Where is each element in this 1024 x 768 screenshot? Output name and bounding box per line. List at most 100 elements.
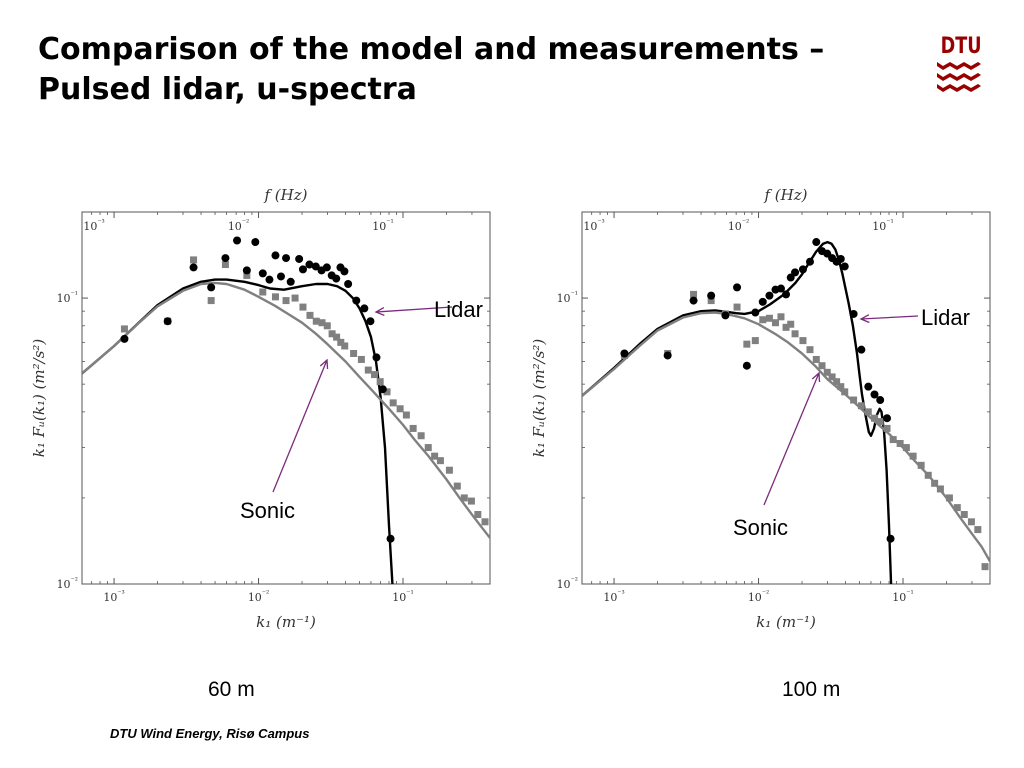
- chart-100m-top-tick-label: 10⁻³: [583, 218, 604, 233]
- chart-60m-lidar-point: [340, 267, 349, 276]
- chart-100m-lidar-point: [782, 290, 791, 299]
- chart-100m-sonic-point: [707, 297, 715, 305]
- chart-60m-sonic-point: [350, 349, 358, 357]
- chart-100m-sonic-point: [974, 526, 982, 534]
- chart-100m-lidar-point: [812, 238, 821, 247]
- chart-100m-plot-area: [582, 238, 990, 584]
- chart-100m-lidar-point: [742, 361, 751, 370]
- chart-60m-lidar-point: [366, 317, 375, 326]
- chart-60m-lidar-point: [189, 263, 198, 272]
- chart-60m-lidar-point: [295, 254, 304, 263]
- chart-60m-sonic-point: [207, 297, 215, 305]
- chart-100m-svg: 10⁻³ 10⁻² 10⁻¹ 10⁻³ 10⁻² 10⁻¹ 10⁻² 10⁻¹ k₁ (m⁻¹)…: [530, 186, 991, 631]
- chart-60m-sonic-point: [436, 457, 444, 465]
- chart-100m-sonic-point: [841, 388, 849, 396]
- chart-100m-sonic-point: [981, 563, 989, 571]
- chart-60m-sonic-point: [431, 452, 439, 460]
- chart-60m-x-tick-label: 10⁻²: [248, 589, 269, 604]
- chart-100m-lidar-point: [765, 291, 774, 300]
- chart-60m-sonic-point: [271, 293, 279, 301]
- chart-60m-sonic-point: [389, 399, 397, 407]
- chart-100m: 10⁻³ 10⁻² 10⁻¹ 10⁻³ 10⁻² 10⁻¹ 10⁻² 10⁻¹ k₁ (m⁻¹)…: [528, 176, 998, 646]
- chart-60m-sonic-point: [259, 288, 267, 296]
- chart-100m-lidar-annotation: Lidar: [921, 305, 970, 330]
- chart-100m-sonic-point: [953, 504, 961, 512]
- chart-100m-sonic-point: [936, 485, 944, 493]
- chart-100m-sonic-point: [787, 320, 795, 328]
- chart-60m-sonic-point: [445, 466, 453, 474]
- slide-title: Comparison of the model and measurements…: [38, 30, 938, 110]
- chart-100m-plot-frame: [581, 211, 991, 585]
- chart-60m-sonic-point: [417, 432, 425, 440]
- chart-60m-sonic-point: [312, 317, 320, 325]
- chart-60m-x-axis-label: k₁ (m⁻¹): [256, 613, 316, 631]
- chart-100m-lidar-point: [864, 382, 873, 391]
- chart-60m-top-tick-label: 10⁻³: [83, 218, 104, 233]
- chart-100m-sonic-point: [883, 424, 891, 432]
- chart-60m-lidar-point: [207, 283, 216, 292]
- chart-100m-lidar-point: [870, 390, 879, 399]
- chart-100m-lidar-point: [849, 309, 858, 318]
- chart-60m-lidar-point: [120, 334, 129, 343]
- chart-100m-lidar-point: [707, 291, 716, 300]
- chart-60m-top-tick-label: 10⁻²: [228, 218, 249, 233]
- chart-60m-lidar-point: [352, 296, 361, 305]
- chart-100m-sonic-point: [823, 368, 831, 376]
- chart-100m-sonic-point: [864, 408, 872, 416]
- chart-60m-sonic-point: [190, 256, 198, 264]
- chart-60m-sonic-point: [424, 444, 432, 452]
- chart-100m-sonic-point: [889, 436, 897, 444]
- chart-60m-sonic-point: [337, 338, 345, 346]
- chart-60m-sonic-point: [282, 297, 290, 305]
- chart-60m-y-tick-label: 10⁻²: [57, 576, 78, 591]
- chart-100m-sonic-point: [771, 319, 779, 327]
- chart-100m-y-tick-label: 10⁻²: [557, 576, 578, 591]
- chart-100m-sonic-point: [765, 314, 773, 322]
- chart-60m-sonic-point: [328, 330, 336, 338]
- chart-100m-lidar-point: [857, 345, 866, 354]
- chart-60m-lidar-point: [305, 260, 314, 269]
- chart-60m-sonic-point: [371, 371, 379, 379]
- chart-60m-sonic-point: [323, 322, 331, 330]
- chart-60m-lidar-point: [298, 265, 307, 274]
- chart-100m-sonic-point: [871, 414, 879, 422]
- chart-100m-sonic-point: [743, 340, 751, 348]
- chart-100m-sonic-point: [902, 444, 910, 452]
- chart-100m-sonic-arrow: [763, 372, 820, 506]
- chart-60m-sonic-annotation: Sonic: [240, 498, 296, 523]
- dtu-logo-mark: [937, 62, 981, 92]
- chart-100m-sonic-point: [777, 313, 785, 321]
- chart-100m-lidar-point: [798, 265, 807, 274]
- chart-60m-sonic-point: [402, 411, 410, 419]
- chart-100m-lidar-point: [776, 284, 785, 293]
- chart-100m-lidar-point: [733, 283, 742, 292]
- chart-100m-sonic-point: [791, 330, 799, 338]
- chart-100m-sonic-point: [837, 383, 845, 391]
- chart-100m-sonic-point: [828, 373, 836, 381]
- chart-60m-lidar-point: [233, 236, 242, 245]
- chart-60m-sonic-point: [357, 355, 365, 363]
- chart-60m-lidar-arrowhead: [374, 306, 385, 316]
- chart-100m-x-tick-label: 10⁻¹: [892, 589, 913, 604]
- chart-100m-sonic-point: [909, 452, 917, 460]
- chart-60m-sonic-point: [396, 405, 404, 413]
- chart-100m-lidar-point: [883, 414, 892, 423]
- chart-100m-y-axis-label: k₁ Fᵤ(k₁) (m²/s²): [530, 339, 548, 458]
- chart-60m-caption: 60 m: [208, 678, 255, 701]
- chart-100m-lidar-point: [751, 308, 760, 317]
- chart-100m-lidar-point: [805, 257, 814, 266]
- chart-100m-lidar-point: [721, 311, 730, 320]
- chart-100m-sonic-point: [751, 337, 759, 345]
- footer-text: DTU Wind Energy, Risø Campus: [110, 726, 310, 741]
- chart-100m-x-axis-label: k₁ (m⁻¹): [756, 613, 816, 631]
- chart-100m-caption: 100 m: [782, 678, 841, 701]
- chart-60m-lidar-point: [163, 317, 172, 326]
- chart-60m-x-tick-label: 10⁻¹: [392, 589, 413, 604]
- chart-100m-sonic-point: [782, 323, 790, 331]
- chart-60m-lidar-point: [322, 263, 331, 272]
- chart-100m-lidar-point: [886, 534, 895, 543]
- chart-60m-sonic-point: [341, 342, 349, 350]
- chart-100m-top-axis-label: f (Hz): [763, 186, 807, 204]
- chart-100m-sonic-point: [799, 337, 807, 345]
- dtu-logo-text: DTU: [940, 34, 982, 59]
